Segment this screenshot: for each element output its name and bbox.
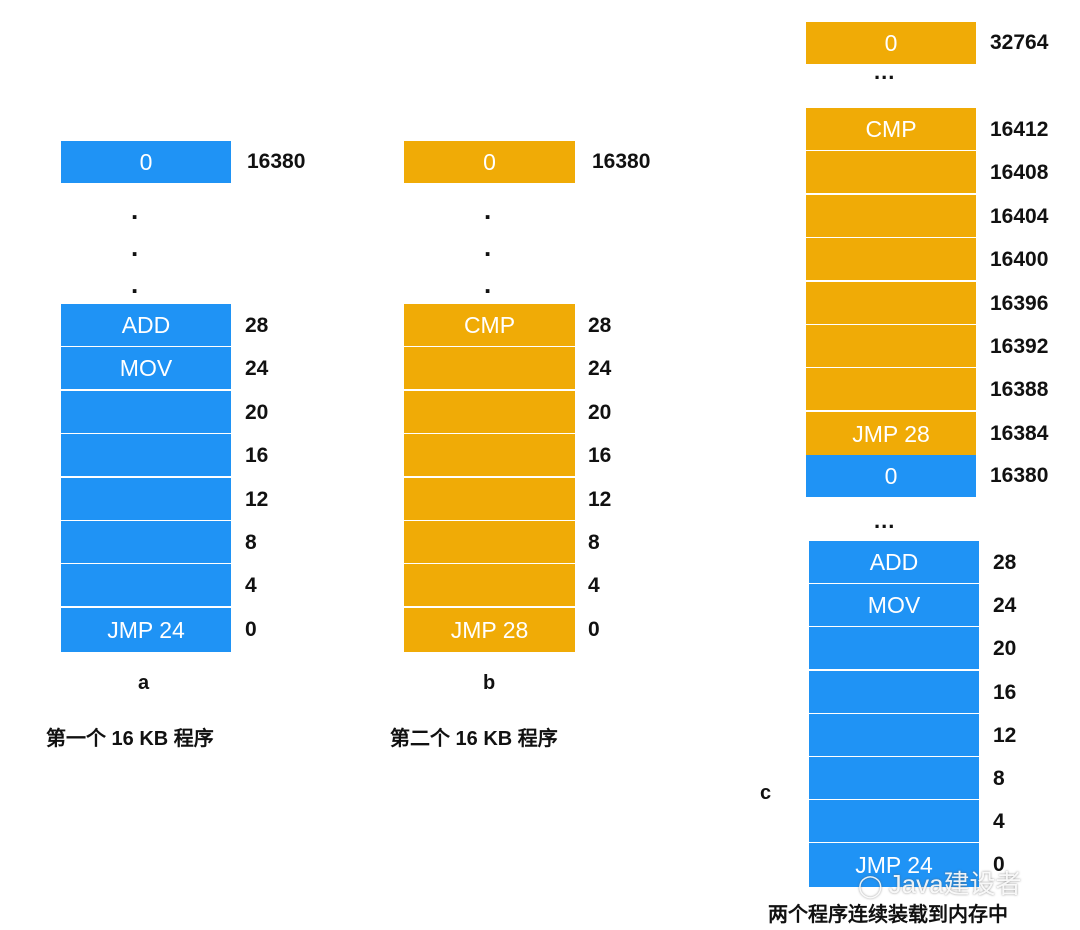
cell-a-1: MOV [61, 347, 231, 392]
cell-c-boundary: 0 [806, 455, 976, 497]
cell-c-orange-6 [806, 368, 976, 413]
cell-c-orange-4 [806, 281, 976, 326]
addr-c-orange-5: 16392 [990, 335, 1049, 358]
cell-b-0: CMP [404, 304, 575, 348]
addr-b-2: 20 [588, 400, 612, 424]
addr-b-top: 16380 [592, 150, 651, 173]
addr-a-top: 16380 [247, 150, 306, 173]
addr-c-blue-7: 0 [993, 853, 1005, 877]
cell-b-4 [404, 477, 575, 522]
cell-c-blue-2 [809, 627, 979, 672]
addr-c-blue-6: 4 [993, 810, 1005, 834]
cell-a-top: 0 [61, 141, 231, 183]
cell-c-orange-1 [806, 151, 976, 196]
cell-c-blue-5 [809, 757, 979, 801]
wechat-icon: ◯ [858, 873, 883, 898]
addr-c-blue-3: 16 [993, 680, 1017, 704]
addr-b-3: 16 [588, 444, 612, 468]
cell-c-orange-0: CMP [806, 108, 976, 152]
addr-c-orange-2: 16404 [990, 204, 1049, 228]
dot-b-2: . [484, 232, 492, 262]
addr-b-1: 24 [588, 357, 612, 381]
addr-c-orange-7: 16384 [990, 421, 1049, 445]
addr-a-4: 12 [245, 487, 269, 511]
cell-b-7: JMP 28 [404, 607, 575, 652]
addr-a-0: 28 [245, 314, 269, 337]
cell-b-5 [404, 521, 575, 565]
addr-a-3: 16 [245, 444, 269, 468]
cell-c-orange-2 [806, 194, 976, 239]
cell-a-5 [61, 521, 231, 565]
dot-a-2: . [131, 232, 139, 262]
label-c: c [760, 782, 772, 804]
addr-b-5: 8 [588, 531, 600, 554]
dot-a-1: . [131, 195, 139, 225]
cell-a-0: ADD [61, 304, 231, 348]
dot-b-3: . [484, 269, 492, 299]
addr-a-7: 0 [245, 617, 257, 641]
addr-b-6: 4 [588, 574, 600, 598]
addr-a-1: 24 [245, 357, 269, 381]
cell-c-blue-7: JMP 24 [809, 843, 979, 888]
addr-c-orange-3: 16400 [990, 248, 1049, 272]
addr-c-orange-1: 16408 [990, 161, 1049, 185]
cell-c-blue-1: MOV [809, 584, 979, 629]
label-b: b [483, 672, 496, 694]
addr-c-blue-5: 8 [993, 767, 1005, 790]
addr-c-blue-0: 28 [993, 551, 1017, 574]
caption-c: 两个程序连续装载到内存中 [768, 904, 1008, 926]
cell-c-blue-3 [809, 670, 979, 715]
cell-c-top: 0 [806, 22, 976, 64]
cell-a-6 [61, 564, 231, 609]
addr-c-blue-4: 12 [993, 723, 1017, 747]
cell-c-blue-0: ADD [809, 541, 979, 585]
addr-b-7: 0 [588, 617, 600, 641]
cell-b-top: 0 [404, 141, 575, 183]
cell-c-orange-5 [806, 325, 976, 369]
watermark-text: Java建设者 [888, 869, 1022, 899]
cell-b-2 [404, 390, 575, 435]
cell-a-2 [61, 390, 231, 435]
addr-a-5: 8 [245, 531, 257, 554]
caption-b: 第二个 16 KB 程序 [390, 728, 558, 750]
cell-a-3 [61, 434, 231, 479]
dot-b-1: . [484, 195, 492, 225]
addr-c-blue-2: 20 [993, 637, 1017, 661]
cell-c-orange-3 [806, 238, 976, 283]
label-a: a [138, 672, 150, 694]
ellipsis-middle: ... [874, 508, 896, 533]
ellipsis-top: ... [874, 59, 896, 84]
addr-c-orange-4: 16396 [990, 291, 1049, 315]
addr-c-boundary: 16380 [990, 464, 1049, 487]
addr-c-orange-0: 16412 [990, 118, 1049, 141]
dot-a-3: . [131, 269, 139, 299]
addr-a-6: 4 [245, 574, 257, 598]
cell-b-1 [404, 347, 575, 392]
cell-a-4 [61, 477, 231, 522]
addr-c-top: 32764 [990, 31, 1049, 54]
addr-c-orange-6: 16388 [990, 378, 1049, 402]
cell-c-blue-6 [809, 800, 979, 845]
cell-a-7: JMP 24 [61, 607, 231, 652]
cell-b-6 [404, 564, 575, 609]
addr-b-4: 12 [588, 487, 612, 511]
cell-b-3 [404, 434, 575, 479]
addr-a-2: 20 [245, 400, 269, 424]
addr-b-0: 28 [588, 314, 612, 337]
addr-c-blue-1: 24 [993, 594, 1017, 618]
cell-c-blue-4 [809, 713, 979, 758]
caption-a: 第一个 16 KB 程序 [46, 728, 214, 750]
cell-c-orange-7: JMP 28 [806, 411, 976, 456]
watermark: ◯ Java建设者 [858, 864, 1022, 901]
